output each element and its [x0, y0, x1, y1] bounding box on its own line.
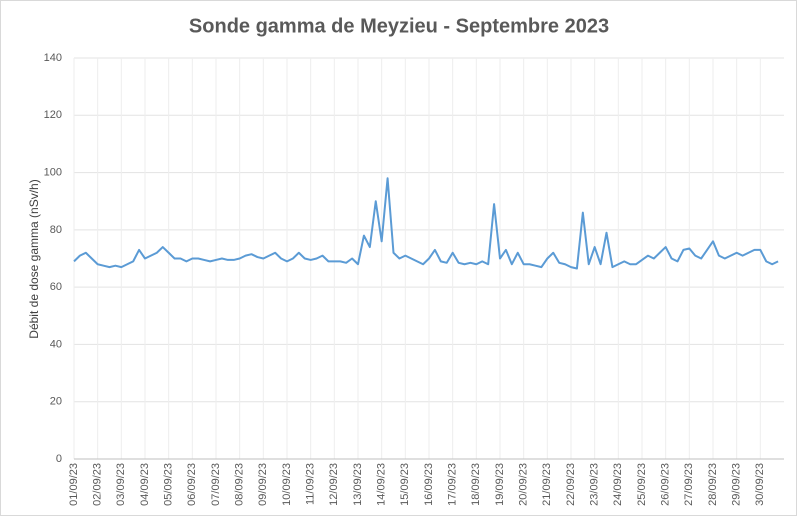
x-tick-label: 15/09/23 — [399, 463, 411, 506]
y-axis-label: Débit de dose gamma (nSv/h) — [27, 179, 41, 338]
y-tick-label: 140 — [44, 52, 62, 64]
x-tick-label: 01/09/23 — [68, 463, 80, 506]
x-tick-label: 21/09/23 — [541, 463, 553, 506]
x-tick-label: 08/09/23 — [234, 463, 246, 506]
data-line — [73, 177, 779, 270]
x-tick-label: 16/09/23 — [423, 463, 435, 506]
x-tick-label: 07/09/23 — [210, 463, 222, 506]
x-tick-label: 11/09/23 — [305, 463, 317, 505]
x-tick-label: 23/09/23 — [589, 463, 601, 506]
x-tick-label: 29/09/23 — [731, 463, 743, 506]
chart-title: Sonde gamma de Meyzieu - Septembre 2023 — [189, 15, 609, 37]
x-tick-label: 22/09/23 — [565, 463, 577, 506]
x-tick-label: 25/09/23 — [636, 463, 648, 506]
x-tick-label: 02/09/23 — [92, 463, 104, 506]
x-tick-label: 05/09/23 — [163, 463, 175, 506]
y-tick-label: 40 — [50, 338, 62, 350]
y-tick-label: 120 — [44, 109, 62, 121]
x-tick-label: 28/09/23 — [707, 463, 719, 506]
x-tick-label: 17/09/23 — [447, 463, 459, 506]
x-tick-label: 18/09/23 — [470, 463, 482, 506]
x-tick-label: 30/09/23 — [754, 463, 766, 506]
x-tick-label: 03/09/23 — [115, 463, 127, 506]
y-tick-label: 100 — [44, 166, 62, 178]
x-tick-label: 12/09/23 — [328, 463, 340, 506]
y-tick-label: 0 — [56, 453, 62, 465]
x-tick-label: 10/09/23 — [281, 463, 293, 506]
x-tick-label: 06/09/23 — [186, 463, 198, 506]
x-tick-label: 26/09/23 — [660, 463, 672, 506]
y-tick-label: 20 — [50, 396, 62, 408]
x-tick-label: 09/09/23 — [257, 463, 269, 506]
y-tick-label: 60 — [50, 281, 62, 293]
x-tick-label: 14/09/23 — [376, 463, 388, 506]
x-tick-label: 13/09/23 — [352, 463, 364, 506]
y-tick-label: 80 — [50, 224, 62, 236]
x-tick-label: 19/09/23 — [494, 463, 506, 506]
x-tick-label: 24/09/23 — [612, 463, 624, 506]
x-tick-label: 20/09/23 — [518, 463, 530, 506]
x-tick-label: 04/09/23 — [139, 463, 151, 506]
x-tick-label: 27/09/23 — [683, 463, 695, 506]
